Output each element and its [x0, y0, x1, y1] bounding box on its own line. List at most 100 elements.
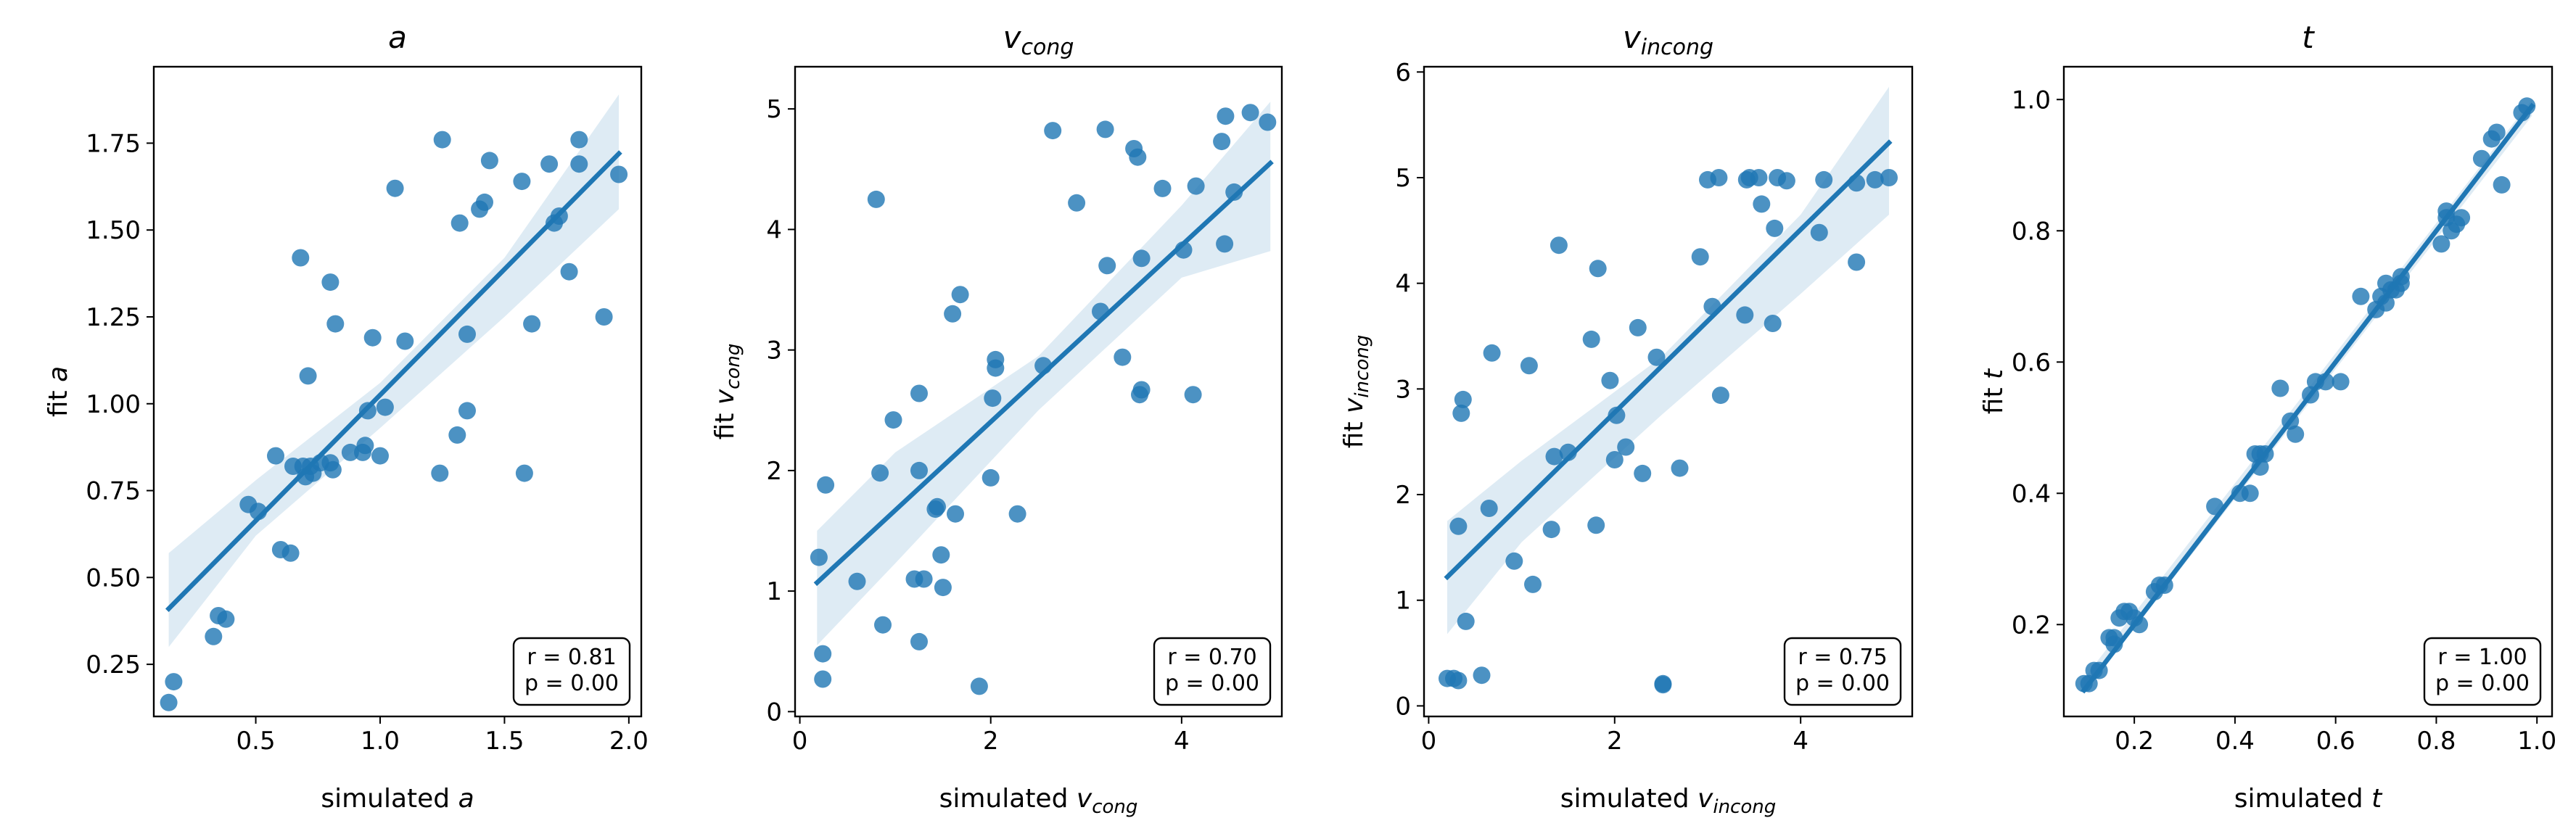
data-point — [970, 677, 988, 695]
data-point — [205, 627, 223, 645]
data-point — [1582, 330, 1600, 348]
data-point — [610, 165, 628, 183]
data-point — [1587, 516, 1605, 534]
data-point — [1589, 260, 1607, 278]
data-point — [947, 505, 964, 523]
data-point — [982, 468, 1000, 487]
y-tick-label: 1.00 — [86, 390, 141, 419]
regression-line — [165, 150, 622, 613]
stats-box — [2423, 637, 2542, 706]
data-point — [874, 616, 892, 634]
y-tick-label: 0.75 — [86, 477, 141, 506]
data-point — [376, 398, 394, 416]
data-point — [1452, 404, 1470, 422]
data-point — [363, 328, 382, 347]
data-point — [1711, 387, 1729, 405]
data-point — [1096, 120, 1114, 139]
panel-2: 0 2 4 0 1 2 3 4 5 vcong simulated vcong fit vcong r … — [710, 20, 1283, 818]
data-point — [1764, 315, 1782, 332]
x-tick-label: 1.0 — [2517, 727, 2556, 756]
y-axis-label: fit t — [1979, 368, 2009, 414]
data-point — [1550, 236, 1568, 255]
data-point — [267, 447, 284, 465]
x-tick-label: 2 — [983, 727, 999, 756]
data-point — [1241, 104, 1259, 122]
data-point — [1815, 170, 1833, 189]
data-point — [1608, 406, 1626, 424]
data-point — [1008, 505, 1026, 523]
y-axis-label: fit vcong — [710, 344, 744, 440]
data-point — [1449, 517, 1468, 535]
y-axis-label: fit a — [44, 366, 73, 417]
data-point — [341, 443, 359, 461]
y-tick-label: 1.0 — [2012, 86, 2051, 115]
data-point — [1605, 451, 1624, 468]
data-point — [1654, 676, 1672, 694]
y-tick-label: 3 — [766, 336, 782, 365]
panel-title: vincong — [1623, 20, 1713, 60]
data-point — [1542, 521, 1560, 539]
data-point — [1114, 348, 1132, 366]
data-point — [324, 460, 342, 479]
data-point — [1545, 447, 1563, 466]
data-point — [1736, 306, 1754, 324]
data-point — [450, 214, 469, 232]
data-point — [431, 464, 449, 482]
y-tick-label: 1.75 — [86, 129, 141, 158]
plot-area — [160, 94, 628, 711]
y-tick-label: 0.25 — [86, 650, 141, 679]
y-tick-label: 0 — [766, 698, 782, 727]
data-point — [1766, 219, 1784, 237]
data-point — [1691, 248, 1709, 266]
data-point — [1213, 133, 1231, 151]
x-tick-label: 0 — [1421, 727, 1437, 756]
x-axis-label: simulated a — [321, 784, 474, 814]
x-tick-label: 1.5 — [485, 727, 524, 756]
x-tick-label: 0.8 — [2416, 727, 2456, 756]
x-tick-label: 4 — [1793, 727, 1808, 756]
x-tick-label: 2.0 — [609, 727, 649, 756]
y-tick-label: 1 — [766, 577, 782, 606]
data-point — [1044, 122, 1062, 140]
data-point — [2241, 484, 2259, 503]
data-point — [871, 464, 889, 482]
data-point — [1449, 671, 1468, 690]
data-point — [217, 610, 235, 628]
data-point — [433, 131, 451, 149]
data-point — [570, 155, 588, 173]
data-point — [2432, 235, 2451, 253]
data-point — [1454, 390, 1472, 408]
data-point — [1524, 575, 1542, 593]
regression-line — [813, 160, 1274, 587]
stats-p: p = 0.00 — [2435, 671, 2530, 696]
data-point — [299, 367, 317, 385]
data-point — [165, 673, 183, 691]
data-point — [513, 173, 531, 191]
data-point — [1617, 438, 1635, 456]
stats-r: r = 1.00 — [2437, 645, 2527, 670]
stats-box — [1153, 637, 1272, 706]
panel-1: 0.5 1.0 1.5 2.0 0.25 0.50 0.75 1.00 1.25 1.50 1.75… — [44, 20, 649, 814]
data-point — [2271, 379, 2289, 397]
data-point — [321, 273, 340, 292]
stats-box — [1783, 637, 1902, 706]
x-tick-label: 0.2 — [2115, 727, 2154, 756]
data-point — [1225, 183, 1243, 201]
confidence-band — [168, 94, 620, 648]
data-point — [1629, 318, 1647, 336]
y-tick-label: 4 — [766, 215, 782, 244]
data-point — [2487, 123, 2506, 141]
y-tick-label: 1 — [1395, 587, 1411, 616]
x-axis-label: simulated vcong — [939, 784, 1138, 818]
data-point — [1671, 459, 1689, 477]
data-point — [2352, 287, 2370, 305]
data-point — [1217, 107, 1235, 125]
data-point — [458, 402, 476, 420]
data-point — [386, 179, 404, 197]
data-point — [292, 249, 310, 267]
data-point — [1187, 177, 1205, 195]
y-tick-label: 5 — [766, 95, 782, 124]
y-tick-label: 1.50 — [86, 216, 141, 245]
data-point — [810, 548, 828, 566]
